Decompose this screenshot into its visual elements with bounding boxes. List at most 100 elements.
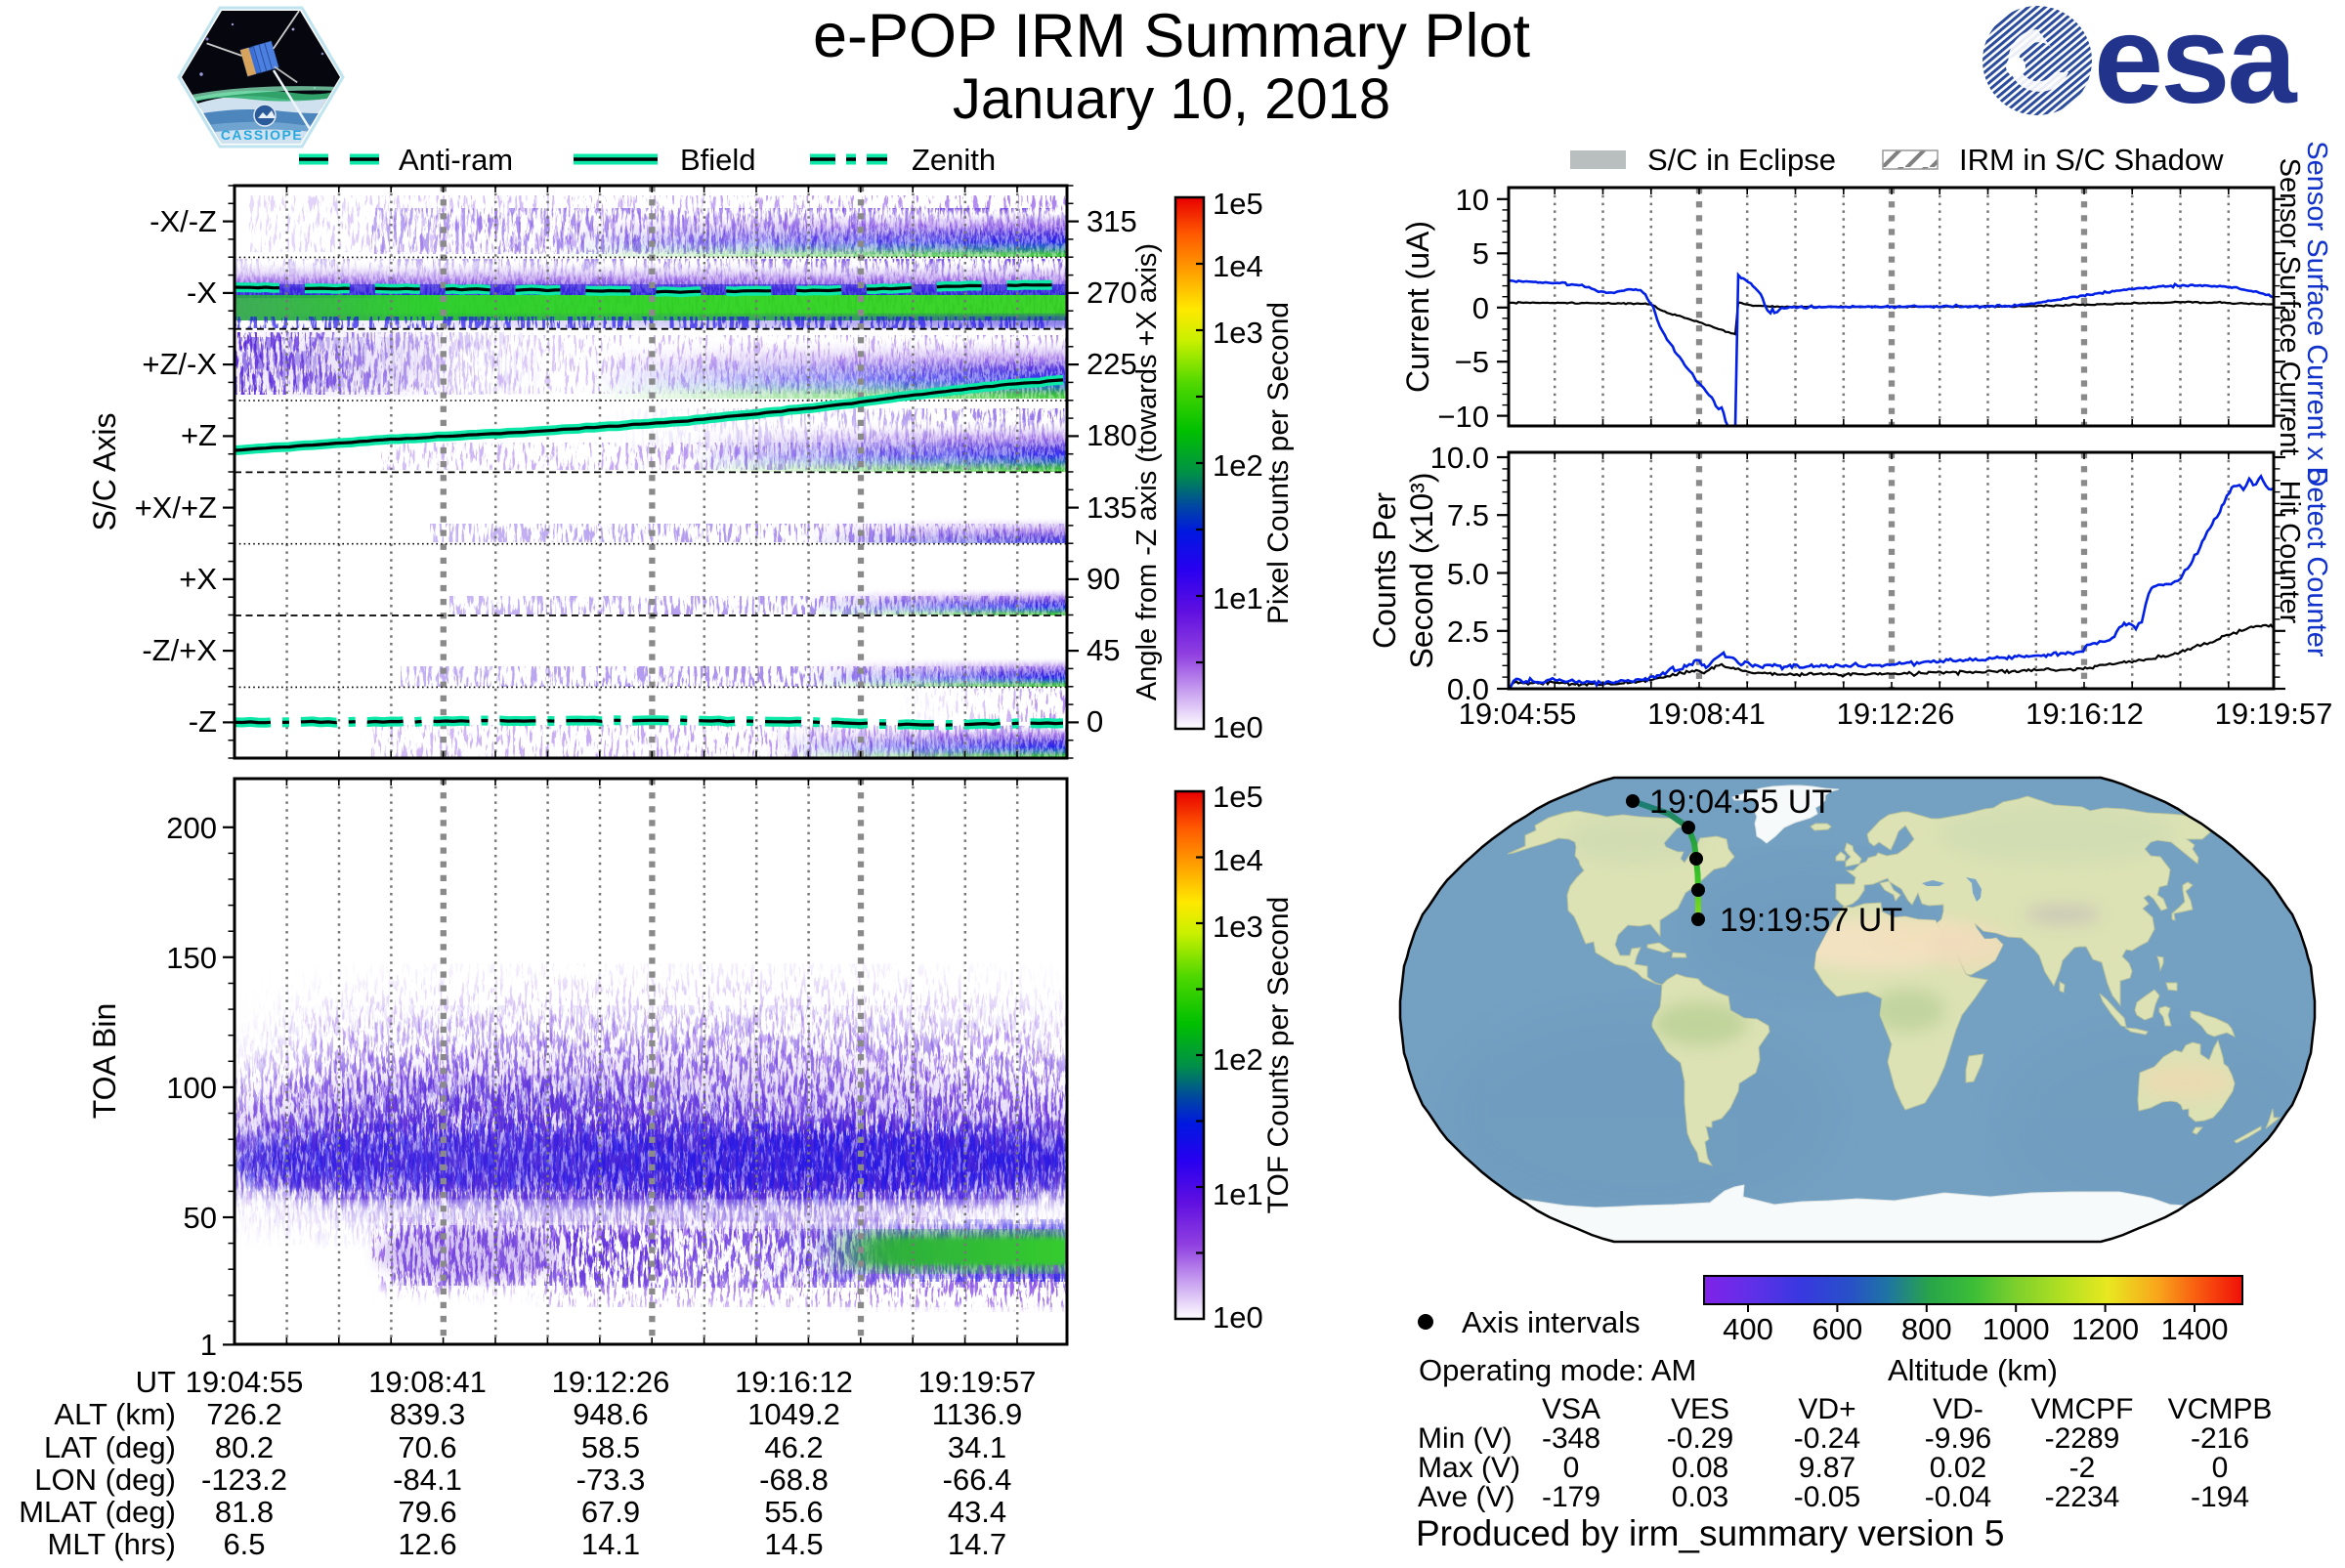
svg-text:12.6: 12.6	[398, 1527, 456, 1561]
svg-text:-179: -179	[1542, 1481, 1600, 1513]
svg-text:58.5: 58.5	[581, 1430, 640, 1464]
svg-text:5.0: 5.0	[1447, 557, 1489, 591]
svg-text:19:04:55: 19:04:55	[1459, 697, 1577, 731]
svg-text:1e2: 1e2	[1213, 1042, 1263, 1077]
svg-text:-194: -194	[2191, 1481, 2249, 1513]
svg-text:-73.3: -73.3	[576, 1462, 646, 1497]
svg-text:Current (uA): Current (uA)	[1400, 221, 1435, 393]
svg-text:0.03: 0.03	[1672, 1481, 1728, 1513]
svg-text:-68.8: -68.8	[759, 1462, 829, 1497]
svg-text:180: 180	[1087, 418, 1137, 452]
svg-text:0.02: 0.02	[1930, 1452, 1986, 1484]
svg-text:34.1: 34.1	[948, 1430, 1006, 1464]
svg-text:839.3: 839.3	[390, 1397, 466, 1431]
svg-text:225: 225	[1087, 347, 1137, 381]
svg-text:1: 1	[200, 1328, 217, 1362]
svg-text:1000: 1000	[1983, 1312, 2050, 1346]
svg-text:1e3: 1e3	[1213, 316, 1263, 350]
svg-text:Anti-ram: Anti-ram	[399, 143, 513, 177]
svg-text:S/C in Eclipse: S/C in Eclipse	[1647, 143, 1836, 177]
svg-text:14.7: 14.7	[948, 1527, 1006, 1561]
svg-text:0: 0	[1087, 704, 1103, 739]
svg-text:19:04:55: 19:04:55	[186, 1365, 304, 1399]
svg-text:1e0: 1e0	[1213, 710, 1263, 744]
svg-text:19:19:57: 19:19:57	[918, 1365, 1037, 1399]
svg-text:135: 135	[1087, 490, 1137, 525]
svg-text:80.2: 80.2	[215, 1430, 274, 1464]
svg-text:VSA: VSA	[1542, 1393, 1600, 1425]
svg-text:43.4: 43.4	[948, 1495, 1006, 1529]
svg-text:Zenith: Zenith	[912, 143, 996, 177]
svg-text:-Z: -Z	[189, 704, 217, 739]
svg-text:2.5: 2.5	[1447, 614, 1489, 649]
svg-text:Axis intervals: Axis intervals	[1462, 1305, 1641, 1339]
svg-text:14.5: 14.5	[764, 1527, 823, 1561]
svg-text:14.1: 14.1	[581, 1527, 640, 1561]
svg-text:S/C Axis: S/C Axis	[87, 413, 122, 531]
svg-text:Sensor Surface Current: Sensor Surface Current	[2274, 158, 2305, 456]
svg-text:1e1: 1e1	[1213, 581, 1263, 615]
svg-text:-66.4: -66.4	[943, 1462, 1012, 1497]
svg-text:1e2: 1e2	[1213, 448, 1263, 483]
svg-text:+X: +X	[179, 562, 217, 596]
svg-text:1049.2: 1049.2	[747, 1397, 840, 1431]
svg-text:800: 800	[1901, 1312, 1952, 1346]
svg-text:-0.24: -0.24	[1794, 1422, 1860, 1455]
svg-text:-X: -X	[187, 275, 217, 310]
svg-text:Altitude (km): Altitude (km)	[1888, 1353, 2058, 1387]
svg-text:90: 90	[1087, 562, 1120, 596]
svg-text:1136.9: 1136.9	[932, 1397, 1023, 1431]
svg-text:TOF Counts per Second: TOF Counts per Second	[1262, 897, 1295, 1214]
svg-text:67.9: 67.9	[581, 1495, 640, 1529]
svg-text:Second (x10³): Second (x10³)	[1404, 473, 1439, 669]
svg-text:70.6: 70.6	[398, 1430, 456, 1464]
svg-text:UT: UT	[136, 1365, 176, 1399]
svg-text:-2234: -2234	[2045, 1481, 2120, 1513]
svg-text:46.2: 46.2	[764, 1430, 823, 1464]
svg-text:0.0: 0.0	[1447, 672, 1489, 706]
svg-text:-0.29: -0.29	[1667, 1422, 1733, 1455]
svg-text:270: 270	[1087, 275, 1137, 310]
svg-text:VCMPB: VCMPB	[2168, 1393, 2273, 1425]
svg-text:MLAT (deg): MLAT (deg)	[19, 1495, 176, 1529]
svg-text:-Z/+X: -Z/+X	[142, 633, 217, 667]
svg-text:726.2: 726.2	[206, 1397, 282, 1431]
svg-text:1e4: 1e4	[1213, 249, 1263, 283]
svg-text:VD-: VD-	[1933, 1393, 1983, 1425]
svg-text:CASSIOPE: CASSIOPE	[221, 127, 303, 143]
svg-text:19:16:12: 19:16:12	[2025, 697, 2144, 731]
svg-text:150: 150	[166, 941, 217, 975]
svg-text:-0.04: -0.04	[1925, 1481, 1991, 1513]
svg-text:ALT (km): ALT (km)	[54, 1397, 176, 1431]
svg-text:50: 50	[184, 1201, 217, 1235]
svg-text:Max (V): Max (V)	[1418, 1452, 1520, 1484]
svg-text:VES: VES	[1671, 1393, 1729, 1425]
svg-text:6.5: 6.5	[223, 1527, 265, 1561]
svg-text:−10: −10	[1437, 400, 1489, 434]
svg-text:-9.96: -9.96	[1925, 1422, 1991, 1455]
svg-text:600: 600	[1812, 1312, 1863, 1346]
svg-text:-348: -348	[1542, 1422, 1600, 1455]
svg-text:400: 400	[1723, 1312, 1773, 1346]
svg-text:1e4: 1e4	[1213, 843, 1263, 877]
svg-text:Hit Counter: Hit Counter	[2274, 481, 2305, 624]
svg-text:+Z/-X: +Z/-X	[142, 347, 217, 381]
svg-text:5: 5	[1472, 236, 1489, 271]
svg-text:0: 0	[1563, 1452, 1580, 1484]
svg-text:e-POP IRM Summary Plot: e-POP IRM Summary Plot	[813, 2, 1531, 70]
svg-text:LON (deg): LON (deg)	[34, 1462, 176, 1497]
svg-text:1e0: 1e0	[1213, 1300, 1263, 1335]
svg-text:Counts Per: Counts Per	[1367, 492, 1402, 649]
svg-text:IRM in S/C Shadow: IRM in S/C Shadow	[1959, 143, 2224, 177]
svg-text:−5: −5	[1455, 345, 1489, 379]
svg-text:948.6: 948.6	[573, 1397, 649, 1431]
svg-text:Ave (V): Ave (V)	[1418, 1481, 1514, 1513]
svg-text:Sensor Surface Current x 5: Sensor Surface Current x 5	[2301, 141, 2332, 484]
svg-text:55.6: 55.6	[764, 1495, 823, 1529]
svg-text:19:08:41: 19:08:41	[1647, 697, 1766, 731]
svg-text:9.87: 9.87	[1799, 1452, 1855, 1484]
svg-text:10: 10	[1456, 183, 1489, 217]
svg-text:Produced by irm_summary versio: Produced by irm_summary version 5	[1416, 1513, 2005, 1553]
svg-text:7.5: 7.5	[1447, 498, 1489, 532]
svg-text:Angle from -Z axis (towards +X: Angle from -Z axis (towards +X axis)	[1131, 243, 1163, 700]
